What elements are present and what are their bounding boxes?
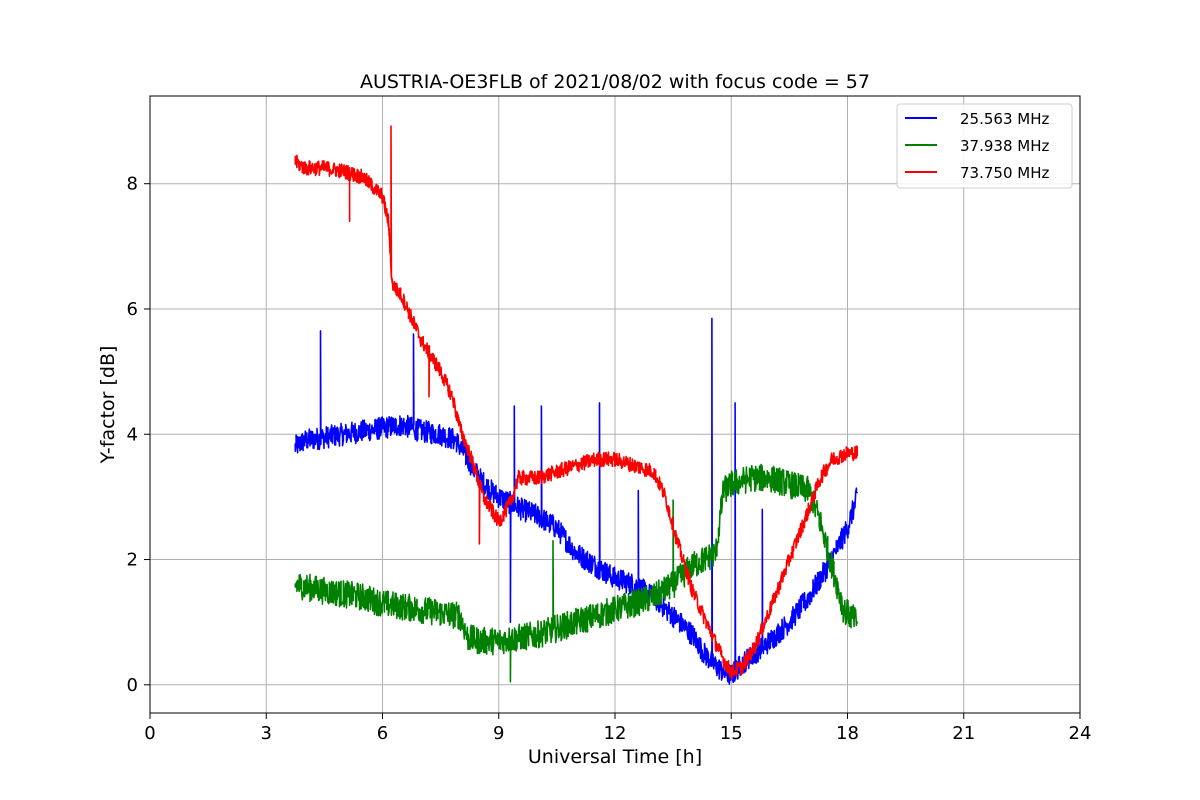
grid — [150, 96, 1080, 713]
legend: 25.563 MHz 37.938 MHz 73.750 MHz — [896, 103, 1073, 189]
x-tick-label: 24 — [1069, 723, 1092, 744]
legend-label-73750: 73.750 MHz — [960, 164, 1049, 182]
legend-label-25563: 25.563 MHz — [960, 110, 1049, 128]
x-tick-label: 0 — [144, 723, 155, 744]
y-tick-label: 4 — [127, 424, 138, 445]
y-tick-label: 8 — [127, 174, 138, 195]
legend-box — [896, 103, 1073, 189]
x-tick-label: 6 — [377, 723, 388, 744]
y-tick-label: 2 — [127, 550, 138, 571]
x-axis-title: Universal Time [h] — [528, 746, 702, 768]
y-axis-title: Y-factor [dB] — [97, 346, 119, 465]
series-line-73750 — [294, 125, 858, 680]
x-tick-label: 9 — [493, 723, 504, 744]
y-tick-label: 0 — [127, 675, 138, 696]
series-line-25563 — [294, 317, 858, 685]
chart-title: AUSTRIA-OE3FLB of 2021/08/02 with focus … — [360, 71, 870, 93]
x-tick-label: 21 — [952, 723, 975, 744]
x-tick-label: 12 — [604, 723, 627, 744]
x-tick-label: 3 — [261, 723, 272, 744]
legend-label-37938: 37.938 MHz — [960, 137, 1049, 155]
series-line-37938 — [294, 463, 858, 683]
x-tick-label: 15 — [720, 723, 743, 744]
plot-lines — [294, 125, 858, 685]
y-tick-label: 6 — [127, 299, 138, 320]
x-tick-label: 18 — [836, 723, 859, 744]
